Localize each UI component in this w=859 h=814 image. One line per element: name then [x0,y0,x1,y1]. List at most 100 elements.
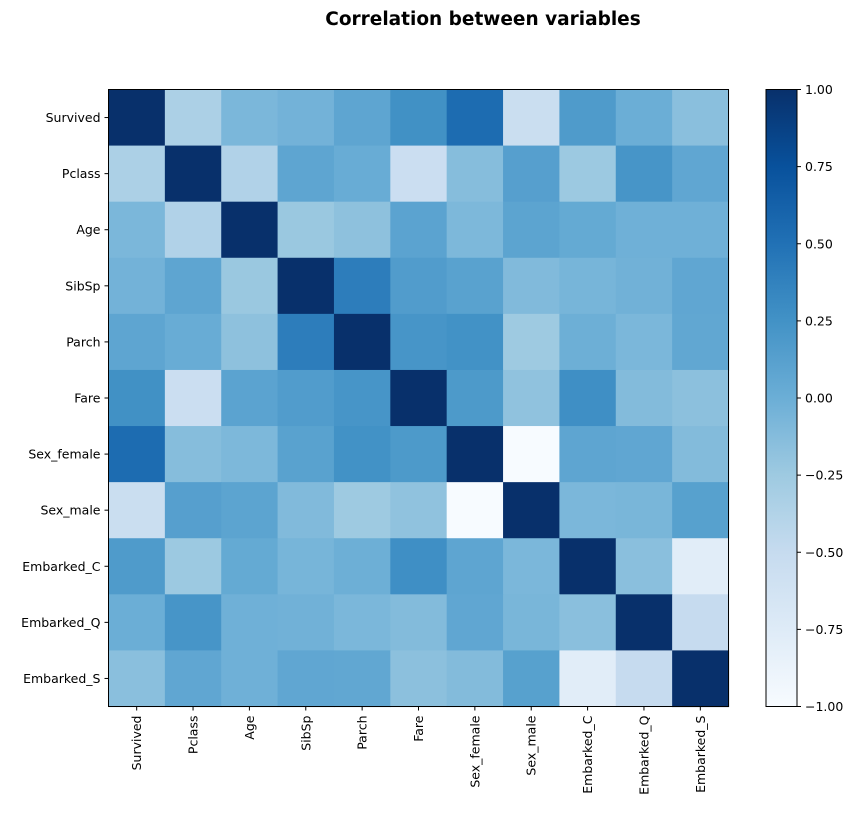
heatmap-cell-Embarked_S-Survived [108,650,166,708]
heatmap-cell-Embarked_S-Embarked_Q [615,650,673,708]
heatmap-cell-Survived-Fare [390,89,448,147]
heatmap-cell-Embarked_C-Survived [108,538,166,595]
heatmap-cell-Embarked_Q-Pclass [164,594,222,652]
heatmap-cell-Embarked_S-Age [221,650,279,708]
heatmap-cell-SibSp-Pclass [164,257,222,315]
heatmap-cell-Survived-Embarked_S [672,89,730,147]
y-axis-ticks: Survived Pclass Age SibSp Parch Fare Sex_femal… [21,110,109,686]
heatmap-cell-SibSp-Fare [390,257,448,315]
heatmap-cell-Embarked_Q-Sex_female [446,594,504,652]
heatmap-cell-Embarked_S-Pclass [164,650,222,708]
y-tick-label: Sex_female [28,447,100,462]
heatmap-cell-Parch-Embarked_Q [615,313,673,371]
x-tick-label: Embarked_Q [636,715,651,794]
heatmap-cell-Survived-Sex_male [503,89,561,147]
heatmap-cell-Embarked_Q-Parch [333,594,391,652]
heatmap-cell-Sex_female-Sex_female [446,426,504,483]
heatmap-cell-Sex_male-Pclass [164,482,222,539]
heatmap-cell-Pclass-Embarked_S [672,145,730,203]
heatmap-cell-Sex_female-Embarked_S [672,426,730,483]
heatmap-cell-Fare-SibSp [277,369,335,427]
heatmap-cell-Embarked_Q-Fare [390,594,448,652]
y-tick-label: SibSp [65,278,100,293]
heatmap-cell-Fare-Survived [108,369,166,427]
heatmap-cell-Embarked_C-Parch [333,538,391,595]
heatmap-cell-Age-Age [221,201,279,259]
heatmap-cell-Age-Embarked_S [672,201,730,259]
heatmap-cell-Fare-Embarked_C [559,369,617,427]
heatmap-cell-SibSp-Embarked_S [672,257,730,315]
heatmap-cell-Age-Fare [390,201,448,259]
heatmap-cell-Embarked_C-Pclass [164,538,222,595]
heatmap-cell-Sex_male-Age [221,482,279,539]
heatmap-cell-Pclass-Embarked_C [559,145,617,203]
heatmap-cell-Sex_male-Survived [108,482,166,539]
heatmap-cell-SibSp-Sex_female [446,257,504,315]
heatmap-cell-Embarked_Q-SibSp [277,594,335,652]
heatmap-cell-Embarked_Q-Embarked_C [559,594,617,652]
heatmap-cell-Survived-Age [221,89,279,147]
heatmap-cell-Sex_female-Age [221,426,279,483]
heatmap-cell-Embarked_Q-Embarked_S [672,594,730,652]
chart-title: Correlation between variables [325,9,640,30]
colorbar-tick-label: 0.00 [805,391,833,406]
heatmap-cell-SibSp-SibSp [277,257,335,315]
heatmap-cell-Survived-Sex_female [446,89,504,147]
y-tick-label: Age [76,222,100,237]
heatmap-cell-Fare-Fare [390,369,448,427]
heatmap-cell-Age-Survived [108,201,166,259]
heatmap-cell-Parch-Age [221,313,279,371]
heatmap-cell-Parch-Pclass [164,313,222,371]
heatmap-cell-Age-SibSp [277,201,335,259]
heatmap-cell-Age-Embarked_C [559,201,617,259]
x-tick-label: Age [242,715,257,739]
heatmap-cell-Survived-Survived [108,89,166,147]
colorbar-tick-label: −0.50 [805,545,843,560]
x-tick-label: Survived [129,716,144,771]
heatmap-cell-Sex_female-Embarked_Q [615,426,673,483]
heatmap-cell-Fare-Sex_male [503,369,561,427]
heatmap-cell-Sex_male-Fare [390,482,448,539]
colorbar-tick-label: −0.25 [805,468,843,483]
heatmap-cell-Age-Sex_female [446,201,504,259]
heatmap-cell-Age-Sex_male [503,201,561,259]
heatmap-cell-Parch-SibSp [277,313,335,371]
heatmap-cell-Survived-SibSp [277,89,335,147]
heatmap-cell-Age-Parch [333,201,391,259]
heatmap-cell-Sex_male-Embarked_S [672,482,730,539]
heatmap-cell-Sex_female-Pclass [164,426,222,483]
y-tick-label: Pclass [62,166,101,181]
x-tick-label: Embarked_S [693,715,708,792]
heatmap-cell-Pclass-Pclass [164,145,222,203]
colorbar-tick-label: −1.00 [805,699,843,714]
y-tick-label: Embarked_Q [21,615,100,630]
colorbar-tick-label: 0.50 [805,236,833,251]
heatmap-cell-Embarked_C-Embarked_C [559,538,617,595]
heatmap-cell-Age-Embarked_Q [615,201,673,259]
y-tick-label: Survived [46,110,101,125]
heatmap-cell-Sex_male-Embarked_C [559,482,617,539]
x-tick-label: Fare [411,715,426,742]
heatmap-cell-Embarked_S-SibSp [277,650,335,708]
heatmap-cell-Sex_female-Embarked_C [559,426,617,483]
heatmap-cell-Embarked_Q-Sex_male [503,594,561,652]
heatmap-cell-Embarked_S-Fare [390,650,448,708]
heatmap-cell-Fare-Embarked_S [672,369,730,427]
heatmap-cell-Embarked_C-Embarked_Q [615,538,673,595]
heatmap-cells [108,89,730,708]
x-tick-label: Sex_male [524,715,539,775]
heatmap-cell-Sex_female-SibSp [277,426,335,483]
heatmap-cell-Embarked_S-Embarked_C [559,650,617,708]
heatmap-cell-Pclass-Embarked_Q [615,145,673,203]
heatmap-cell-Embarked_C-Fare [390,538,448,595]
heatmap-cell-SibSp-Embarked_C [559,257,617,315]
heatmap-cell-SibSp-Survived [108,257,166,315]
heatmap-cell-SibSp-Embarked_Q [615,257,673,315]
x-tick-label: Sex_female [467,715,482,787]
heatmap-cell-Embarked_Q-Survived [108,594,166,652]
heatmap-cell-Fare-Sex_female [446,369,504,427]
heatmap-cell-Pclass-SibSp [277,145,335,203]
y-tick-label: Sex_male [40,503,100,518]
heatmap-frame [108,89,729,707]
